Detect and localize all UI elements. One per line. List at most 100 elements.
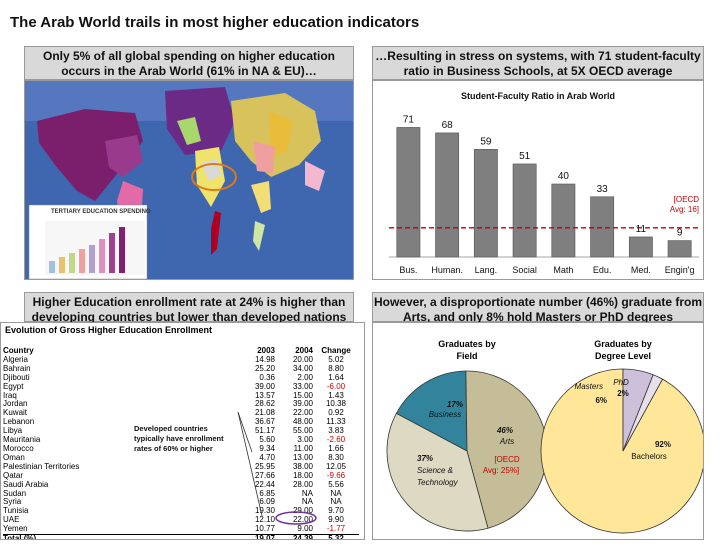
cell-2004: 55.00 <box>292 426 313 436</box>
table-row: UAE 12.10 22.00 9.90 <box>3 515 359 525</box>
cell-change: 9.90 <box>328 515 344 525</box>
cell-country: Lebanon <box>3 417 35 427</box>
table-row: Kuwait 21.08 22.00 0.92 <box>3 408 359 418</box>
cell-2004: 9.00 <box>297 524 313 534</box>
cell-country: Algeria <box>3 354 28 364</box>
cell-2003: 19.07 <box>254 534 275 540</box>
bar-3 <box>512 163 537 258</box>
cell-country: Morocco <box>3 443 34 453</box>
field-pie-slice-2 <box>386 412 489 532</box>
cell-2004: 48.00 <box>292 417 313 427</box>
cell-2004: NA <box>301 497 313 507</box>
table-row: Saudi Arabia 22.44 28.00 5.56 <box>3 479 359 490</box>
total-2004-highlight-circle <box>275 511 317 525</box>
oecd-average-label-line1: [OECD <box>674 195 700 204</box>
cell-2004: 2.00 <box>297 372 313 382</box>
cell-2004: 13.00 <box>292 452 313 462</box>
cell-change: 12.05 <box>325 461 347 471</box>
bar-1 <box>435 132 460 258</box>
cell-country: Saudi Arabia <box>3 479 49 489</box>
bar-value-label-5: 33 <box>597 184 609 195</box>
cell-2004: 29.00 <box>292 506 313 516</box>
cell-change: 8.80 <box>328 363 344 373</box>
cell-change: 1.64 <box>328 372 344 382</box>
cell-2003: 22.44 <box>254 479 275 489</box>
cell-change: 5.32 <box>328 534 344 540</box>
graduates-panel: Graduates by Field Graduates by Degree L… <box>372 322 704 540</box>
bar-0 <box>396 127 421 258</box>
cell-2003: 28.62 <box>254 399 275 409</box>
table-row: Bahrain 25.20 34.00 8.80 <box>3 363 359 374</box>
field-pie-title-line1: Graduates by <box>438 339 496 349</box>
table-row: Mauritania 5.60 3.00 -2.60 <box>3 435 359 445</box>
cell-country: Mauritania <box>3 435 41 445</box>
cell-2003: 39.00 <box>254 381 275 391</box>
cell-change: 3.83 <box>328 426 344 436</box>
table-row: Qatar 27.66 18.00 -9.66 <box>3 470 359 481</box>
masters-label: Masters <box>575 382 603 391</box>
bar-category-label-1: Human. <box>431 265 463 275</box>
business-pct-label: 17% <box>447 400 463 409</box>
business-label: Business <box>429 410 461 419</box>
map-panel: TERTIARY EDUCATION SPENDING <box>24 80 354 280</box>
page-title: The Arab World trails in most higher edu… <box>10 14 420 31</box>
enrollment-table-title: Evolution of Gross Higher Education Enro… <box>5 325 213 335</box>
table-row: Oman 4.70 13.00 8.30 <box>3 452 359 463</box>
cell-change: 1.66 <box>328 443 344 453</box>
bar-value-label-2: 59 <box>480 136 492 147</box>
degree-pie-title-line1: Graduates by <box>594 339 652 349</box>
bar-2 <box>473 149 498 258</box>
cell-2004: 3.00 <box>297 435 313 445</box>
cell-2004: 22.00 <box>292 515 313 525</box>
cell-country: Kuwait <box>3 408 28 418</box>
cell-2003: 13.57 <box>254 390 275 400</box>
table-row: Tunisia 19.30 29.00 9.70 <box>3 506 359 516</box>
table-row: Palestinian Territories 25.95 38.00 12.05 <box>3 461 359 472</box>
bar-chart: Student-Faculty Ratio in Arab World 71 Bu… <box>389 91 700 275</box>
cell-2004: 39.00 <box>292 399 313 409</box>
cell-2003: 10.77 <box>254 524 275 534</box>
cell-change: NA <box>330 497 342 507</box>
cell-2003: 36.67 <box>254 417 275 427</box>
bar-category-label-0: Bus. <box>399 265 417 275</box>
bar-value-label-4: 40 <box>558 171 570 182</box>
graduates-panel-header: However, a disproportionate number (46%)… <box>372 292 704 324</box>
cell-change: 5.56 <box>328 479 344 489</box>
cell-country: Bahrain <box>3 363 31 373</box>
cell-2004: 18.00 <box>292 470 313 480</box>
cell-change: 9.70 <box>328 506 344 516</box>
cell-2004: 28.00 <box>292 479 313 489</box>
table-row: Djibouti 0.36 2.00 1.64 <box>3 372 359 383</box>
bar-panel: Student-Faculty Ratio in Arab World 71 Bu… <box>372 80 704 280</box>
table-row: Libya 51.17 55.00 3.83 <box>3 426 359 436</box>
science-pct-label: 37% <box>417 454 433 463</box>
bar-value-label-1: 68 <box>442 120 454 131</box>
table-row: Iraq 13.57 15.00 1.43 <box>3 390 359 401</box>
graduates-panel-header-text: However, a disproportionate number (46%)… <box>373 295 703 324</box>
oecd-average-label-line2: Avg: 16] <box>670 205 699 214</box>
cell-2003: 51.17 <box>254 426 275 436</box>
cell-2004: 38.00 <box>292 461 313 471</box>
bar-5 <box>590 196 615 258</box>
bar-panel-header: …Resulting in stress on systems, with 71… <box>372 46 704 80</box>
cell-change: -6.00 <box>326 381 346 391</box>
cell-country: Total (%) <box>3 534 37 540</box>
table-row: Algeria 14.98 20.00 5.02 <box>3 354 359 365</box>
cell-2003: 19.30 <box>254 506 275 516</box>
cell-country: Jordan <box>3 399 28 409</box>
degree-pie-slice-0 <box>540 368 703 534</box>
cell-country: Qatar <box>3 470 24 480</box>
phd-pct-label: 2% <box>617 389 629 398</box>
science-label-line2: Technology <box>417 478 459 487</box>
cell-2004: 34.00 <box>292 363 313 373</box>
field-pie-title-line2: Field <box>456 351 477 361</box>
cell-change: NA <box>330 488 342 498</box>
arts-oecd-note-line2: Avg: 25%] <box>483 466 519 475</box>
cell-2004: 20.00 <box>292 354 313 364</box>
cell-change: 8.30 <box>328 452 344 462</box>
bar-value-label-6: 11 <box>636 224 647 235</box>
column-header-change: Change <box>321 346 351 355</box>
bar-value-label-3: 51 <box>519 151 531 162</box>
bar-category-label-5: Edu. <box>593 265 612 275</box>
world-map-image <box>25 81 353 279</box>
